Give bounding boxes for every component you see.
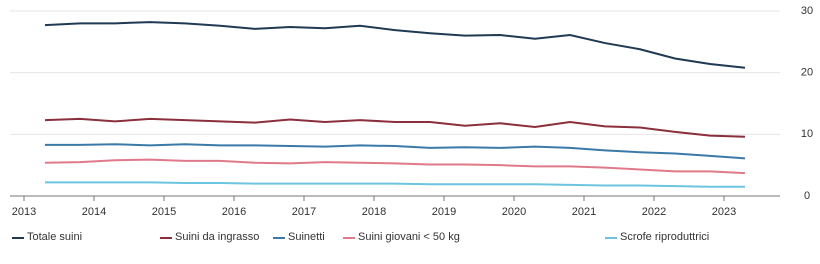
series-line [45,143,746,160]
x-tick-label: 2016 [222,206,246,218]
x-tick-label: 2017 [292,206,316,218]
series-line [44,21,746,69]
legend-label: Suini giovani < 50 kg [358,231,460,243]
series-line [44,158,746,175]
x-tick-label: 2013 [12,206,36,218]
legend-label: Suini da ingrasso [175,231,259,243]
x-tick-label: 2022 [642,206,666,218]
series-line [45,181,745,188]
series-line [44,117,746,138]
x-tick-label: 2018 [362,206,386,218]
legend-label: Suinetti [288,231,325,243]
y-tick-label: 0 [804,190,810,202]
y-tick-label: 20 [801,67,813,79]
x-tick-label: 2020 [502,206,526,218]
y-tick-label: 30 [801,5,813,17]
x-tick-label: 2021 [572,206,596,218]
x-tick-label: 2023 [712,206,736,218]
y-tick-label: 10 [801,128,813,140]
legend-label: Totale suini [27,231,82,243]
x-tick-label: 2014 [82,206,106,218]
x-tick-label: 2019 [432,206,456,218]
legend-label: Scrofe riproduttrici [620,231,709,243]
x-tick-label: 2015 [152,206,176,218]
